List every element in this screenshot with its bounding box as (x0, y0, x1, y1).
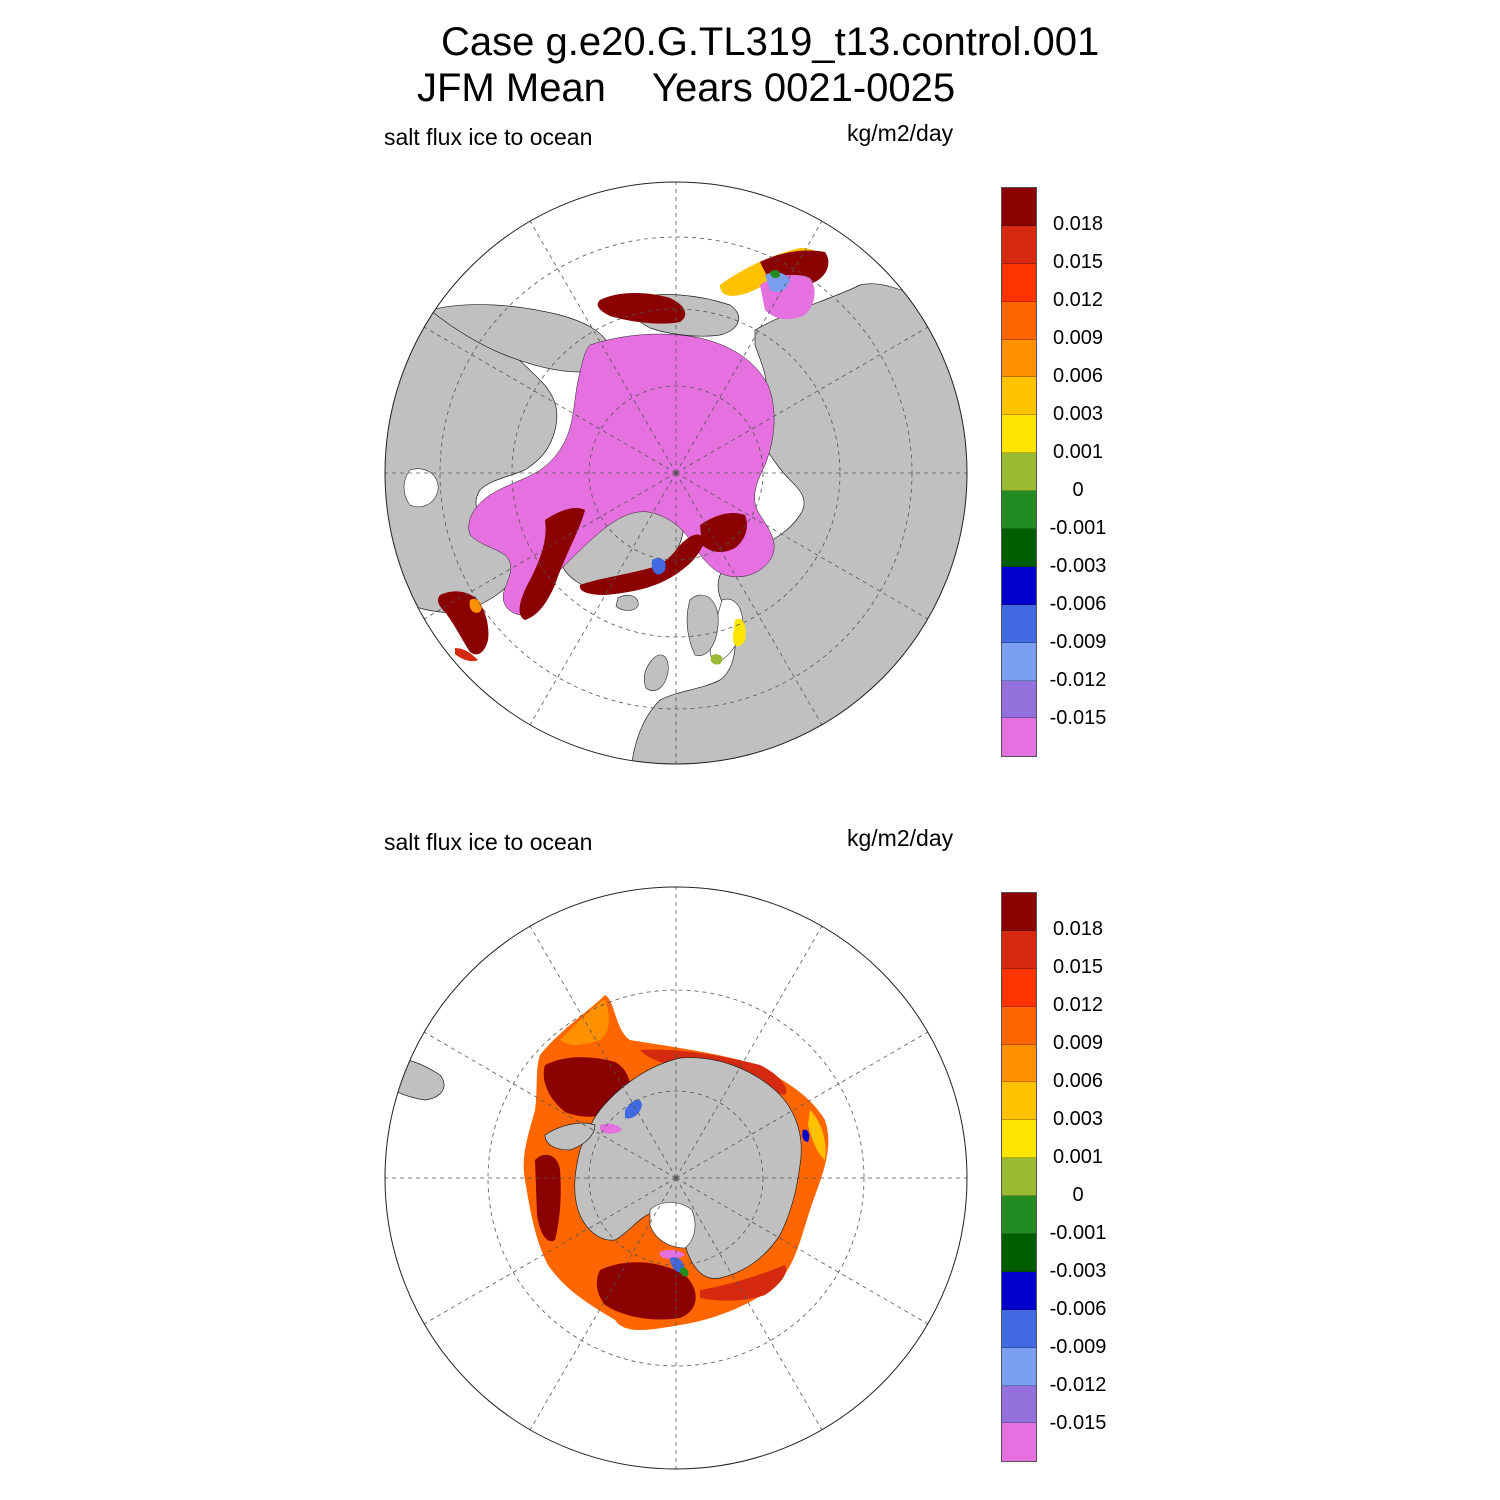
colorbar-swatch (1002, 1423, 1036, 1462)
south-map-border (384, 886, 968, 1470)
colorbar-swatch (1002, 377, 1036, 416)
colorbar-swatch (1002, 566, 1036, 605)
colorbar-tick-label: 0.003 (1052, 403, 1104, 425)
colorbar-swatch (1002, 339, 1036, 378)
colorbar-swatch (1002, 263, 1036, 302)
colorbar-tick-label: 0.009 (1052, 1032, 1104, 1054)
colorbar-swatch (1002, 453, 1036, 492)
colorbar-swatch (1002, 415, 1036, 454)
colorbar-tick-label: -0.003 (1049, 1260, 1107, 1282)
colorbar-swatch (1002, 893, 1036, 931)
colorbar-swatch (1002, 642, 1036, 681)
colorbar-swatch (1002, 225, 1036, 264)
figure-title-line-1: Case g.e20.G.TL319_t13.control.001 (441, 20, 1100, 64)
colorbar-tick-label: -0.001 (1049, 517, 1107, 539)
north-panel-units-label: kg/m2/day (847, 120, 954, 146)
colorbar-tick-label: -0.006 (1049, 593, 1107, 615)
south-panel-units-label: kg/m2/day (847, 825, 954, 851)
south-colorbar (1001, 892, 1037, 1463)
colorbar-swatch (1002, 1234, 1036, 1272)
colorbar-swatch (1002, 1347, 1036, 1386)
colorbar-swatch (1002, 491, 1036, 530)
colorbar-tick-label: -0.012 (1049, 669, 1107, 691)
south-panel-variable-label: salt flux ice to ocean (384, 829, 593, 855)
colorbar-swatch (1002, 1158, 1036, 1197)
north-panel-variable-label: salt flux ice to ocean (384, 124, 593, 150)
south-graticule (385, 887, 967, 1469)
colorbar-swatch (1002, 930, 1036, 969)
colorbar-tick-label: 0.018 (1052, 213, 1104, 235)
colorbar-swatch (1002, 1196, 1036, 1235)
colorbar-tick-label: 0.015 (1052, 956, 1104, 978)
colorbar-tick-label: 0 (1072, 479, 1084, 501)
colorbar-swatch (1002, 1309, 1036, 1348)
colorbar-tick-label: -0.009 (1049, 631, 1107, 653)
colorbar-tick-label: 0.001 (1052, 441, 1104, 463)
colorbar-swatch (1002, 188, 1036, 226)
colorbar-tick-label: -0.012 (1049, 1374, 1107, 1396)
south-polar-map (384, 886, 968, 1470)
season-label: JFM Mean (417, 66, 606, 110)
colorbar-swatch (1002, 1271, 1036, 1310)
colorbar-tick-label: -0.015 (1049, 1412, 1107, 1434)
colorbar-tick-label: 0.001 (1052, 1146, 1104, 1168)
colorbar-tick-label: 0.012 (1052, 994, 1104, 1016)
years-label: Years 0021-0025 (651, 66, 956, 110)
colorbar-tick-label: -0.003 (1049, 555, 1107, 577)
colorbar-swatch (1002, 1006, 1036, 1045)
north-colorbar (1001, 187, 1037, 758)
colorbar-swatch (1002, 604, 1036, 643)
north-map-border (384, 181, 968, 765)
north-polar-map (384, 181, 968, 765)
colorbar-tick-label: 0.006 (1052, 365, 1104, 387)
colorbar-swatch (1002, 1120, 1036, 1159)
colorbar-swatch (1002, 680, 1036, 719)
colorbar-swatch (1002, 718, 1036, 757)
figure-title-line-2: JFM Mean Years 0021-0025 (417, 68, 955, 108)
colorbar-swatch (1002, 301, 1036, 340)
colorbar-swatch (1002, 968, 1036, 1007)
colorbar-tick-label: 0.015 (1052, 251, 1104, 273)
colorbar-tick-label: 0.009 (1052, 327, 1104, 349)
colorbar-tick-label: 0 (1072, 1184, 1084, 1206)
colorbar-tick-label: 0.018 (1052, 918, 1104, 940)
colorbar-tick-label: 0.006 (1052, 1070, 1104, 1092)
colorbar-tick-label: 0.003 (1052, 1108, 1104, 1130)
colorbar-tick-label: 0.012 (1052, 289, 1104, 311)
colorbar-tick-label: -0.006 (1049, 1298, 1107, 1320)
north-graticule (385, 182, 967, 764)
colorbar-tick-label: -0.015 (1049, 707, 1107, 729)
colorbar-swatch (1002, 1385, 1036, 1424)
colorbar-swatch (1002, 1082, 1036, 1121)
colorbar-tick-label: -0.001 (1049, 1222, 1107, 1244)
colorbar-swatch (1002, 1044, 1036, 1083)
colorbar-swatch (1002, 529, 1036, 567)
colorbar-tick-label: -0.009 (1049, 1336, 1107, 1358)
